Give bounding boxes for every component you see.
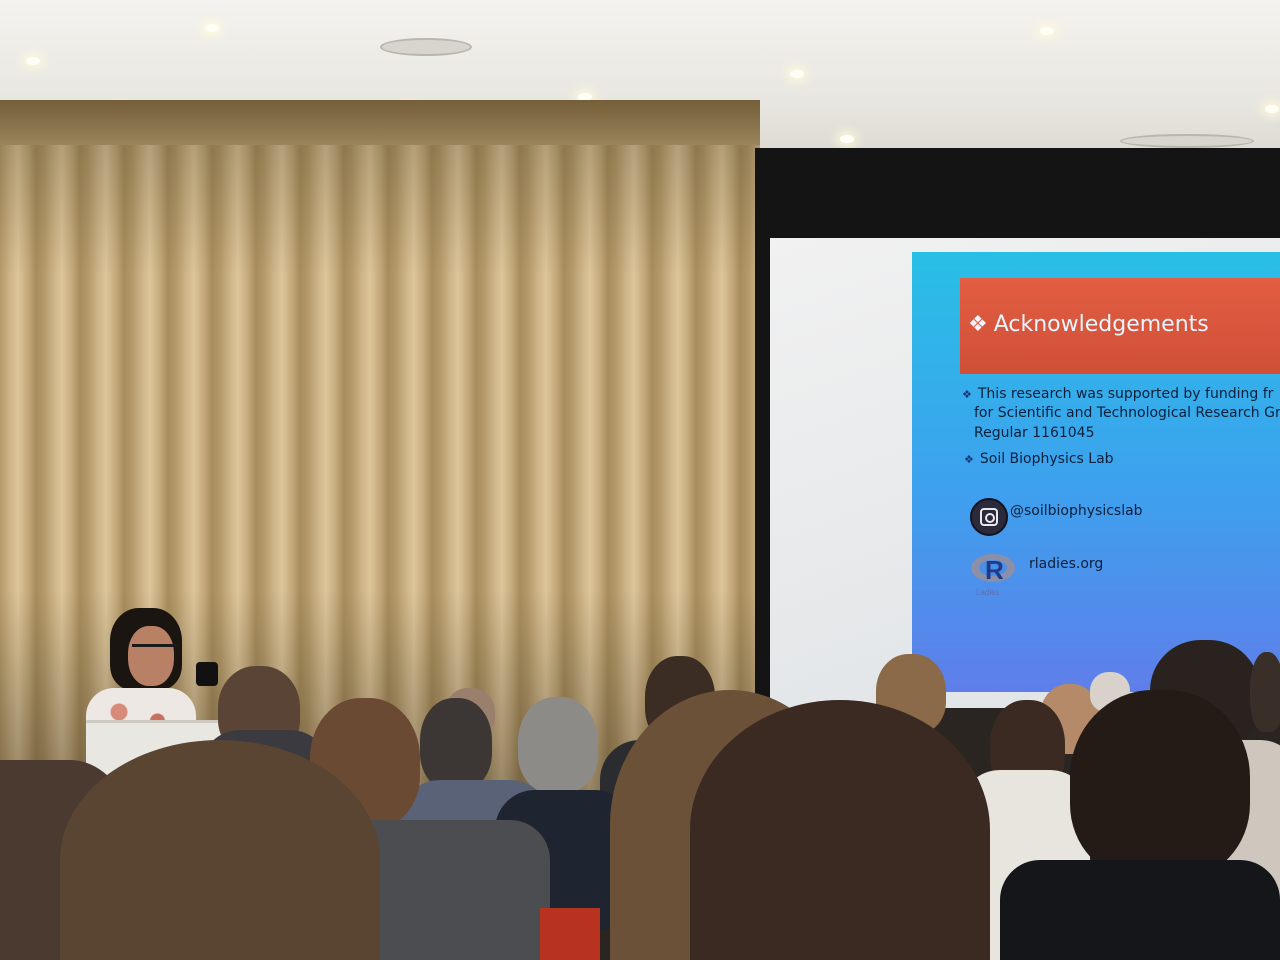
slide-text-line: Regular 1161045 — [974, 425, 1095, 441]
audience-head — [518, 697, 598, 793]
funding-line-3: Regular 1161045 — [974, 425, 1095, 441]
audience-head — [420, 698, 492, 790]
microphone — [196, 662, 218, 686]
audience-head — [1250, 652, 1280, 732]
audience-head — [60, 740, 380, 960]
speaker-glasses — [132, 644, 178, 657]
ceiling-light — [26, 57, 40, 65]
bullet-icon: ❖ — [968, 312, 988, 337]
slide-header-bar: ❖ Acknowledgements — [960, 278, 1280, 374]
bullet-icon: ❖ — [964, 453, 974, 466]
audience-head — [1070, 690, 1250, 880]
r-logo-sub: Ladies — [976, 588, 1000, 597]
rladies-url: rladies.org — [1029, 556, 1104, 572]
curtain-valance — [0, 100, 760, 145]
slide-title-text: Acknowledgements — [993, 312, 1209, 337]
red-seat — [540, 908, 600, 960]
slide-bullet-line: ❖ Soil Biophysics Lab — [964, 451, 1114, 467]
slide-bullet-line: ❖ This research was supported by funding … — [962, 386, 1273, 402]
funding-line-2: for Scientific and Technological Researc… — [974, 405, 1280, 421]
ceiling-vent — [1120, 134, 1254, 148]
slide-text-line: for Scientific and Technological Researc… — [974, 405, 1280, 421]
lab-name: Soil Biophysics Lab — [979, 451, 1114, 467]
r-ladies-logo-icon: R Ladies — [971, 554, 1015, 597]
bullet-icon: ❖ — [962, 388, 972, 401]
speaker-face — [128, 626, 174, 686]
presentation-slide: ❖ Acknowledgements ❖ This research was sup… — [912, 252, 1280, 692]
instagram-handle: @soilbiophysicslab — [1010, 503, 1143, 519]
slide-title: ❖ Acknowledgements — [968, 312, 1209, 337]
ceiling-light — [205, 24, 219, 32]
audience-head — [690, 700, 990, 960]
ceiling-light — [1265, 105, 1279, 113]
ceiling-light — [578, 93, 592, 101]
ceiling-light — [840, 135, 854, 143]
r-logo-letter: R — [985, 555, 1004, 585]
funding-line-1: This research was supported by funding f… — [977, 386, 1274, 402]
instagram-icon — [970, 498, 1008, 536]
audience-body — [1000, 860, 1280, 960]
ceiling-vent — [380, 38, 472, 56]
ceiling-light — [790, 70, 804, 78]
ceiling-light — [1040, 27, 1054, 35]
